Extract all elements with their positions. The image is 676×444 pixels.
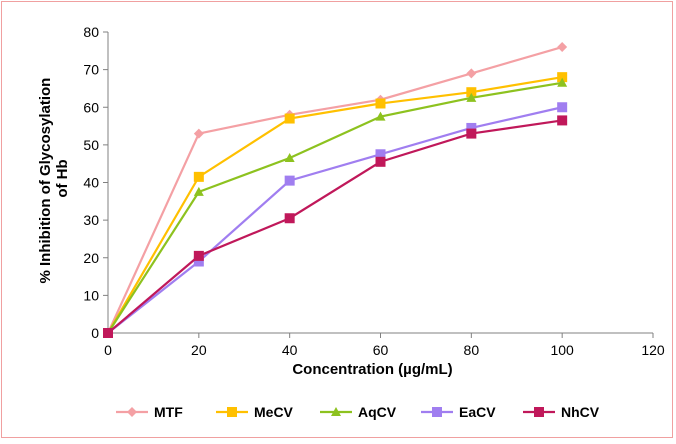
series-aqcv — [103, 77, 568, 337]
series-mecv — [103, 72, 568, 338]
series-line-eacv — [107, 106, 563, 334]
data-point-nhcv — [193, 250, 204, 261]
legend-item-mtf: MTF — [116, 404, 183, 420]
data-point-nhcv — [284, 213, 295, 224]
data-point-nhcv — [557, 115, 568, 126]
data-point-aqcv — [193, 186, 204, 196]
series-line-mtf — [106, 45, 563, 334]
data-point-mecv — [557, 72, 568, 83]
y-tick-label: 10 — [83, 287, 99, 303]
data-point-mecv — [284, 113, 295, 124]
y-tick-label: 30 — [83, 212, 99, 228]
legend-label-nhcv: NhCV — [561, 404, 600, 420]
series-nhcv — [103, 115, 568, 338]
data-point-eacv — [284, 175, 295, 186]
x-tick-label: 120 — [641, 342, 665, 358]
x-tick-label: 100 — [550, 342, 574, 358]
x-tick-label: 0 — [104, 342, 112, 358]
line-chart: 0 10 20 30 40 50 60 70 80 0 20 40 60 80 100 120 Concent… — [37, 24, 665, 420]
data-point-eacv — [466, 122, 477, 133]
x-axis-label: Concentration (µg/mL) — [292, 361, 452, 378]
data-point-mtf — [193, 128, 204, 139]
data-point-mecv — [193, 171, 204, 182]
data-point-nhcv — [103, 328, 113, 338]
y-axis-label: % Inhibition of Glycosylation of Hb — [37, 73, 71, 283]
legend: MTF MeCV AqCV EaCV NhCV — [116, 404, 600, 420]
legend-item-mecv: MeCV — [216, 404, 294, 420]
data-point-aqcv — [466, 92, 477, 102]
y-tick-label: 80 — [83, 24, 99, 40]
data-point-mecv — [466, 87, 477, 98]
legend-label-eacv: EaCV — [459, 404, 496, 420]
x-tick-label: 80 — [464, 342, 480, 358]
data-point-eacv — [193, 256, 204, 267]
tick-labels: 0 10 20 30 40 50 60 70 80 0 20 40 60 80 100 120 — [83, 24, 664, 358]
data-point-mtf — [466, 68, 477, 79]
series-line-aqcv — [107, 81, 563, 334]
y-tick-label: 50 — [83, 137, 99, 153]
y-axis-label-line-1: % Inhibition of Glycosylation — [37, 78, 54, 284]
data-point-aqcv — [284, 153, 295, 163]
data-point-aqcv — [557, 77, 568, 87]
y-tick-label: 70 — [83, 62, 99, 78]
data-point-eacv — [557, 102, 568, 113]
y-tick-label: 20 — [83, 250, 99, 266]
x-tick-label: 20 — [191, 342, 207, 358]
y-tick-label: 60 — [83, 99, 99, 115]
legend-label-mecv: MeCV — [254, 404, 294, 420]
legend-marker-aqcv — [331, 407, 341, 416]
chart-frame: 0 10 20 30 40 50 60 70 80 0 20 40 60 80 100 120 Concent… — [1, 1, 673, 438]
data-point-nhcv — [466, 128, 477, 139]
series-line-mecv — [107, 76, 563, 334]
legend-label-mtf: MTF — [154, 404, 183, 420]
data-point-nhcv — [375, 156, 386, 167]
legend-marker-nhcv — [534, 407, 544, 417]
series-line-nhcv — [107, 119, 563, 334]
data-point-eacv — [375, 149, 386, 160]
axes — [103, 31, 654, 338]
data-point-mecv — [375, 98, 386, 109]
legend-label-aqcv: AqCV — [358, 404, 397, 420]
legend-item-nhcv: NhCV — [523, 404, 600, 420]
legend-marker-mtf — [127, 407, 137, 417]
y-axis-label-line-2: of Hb — [54, 159, 71, 197]
series-group — [103, 42, 568, 338]
x-tick-label: 40 — [282, 342, 298, 358]
legend-item-eacv: EaCV — [421, 404, 496, 420]
legend-marker-mecv — [227, 407, 237, 417]
data-point-mtf — [557, 42, 568, 53]
y-tick-label: 40 — [83, 175, 99, 191]
legend-item-aqcv: AqCV — [320, 404, 397, 420]
x-tick-label: 60 — [373, 342, 389, 358]
y-tick-label: 0 — [91, 325, 99, 341]
legend-marker-eacv — [432, 407, 442, 417]
data-point-aqcv — [375, 111, 386, 121]
